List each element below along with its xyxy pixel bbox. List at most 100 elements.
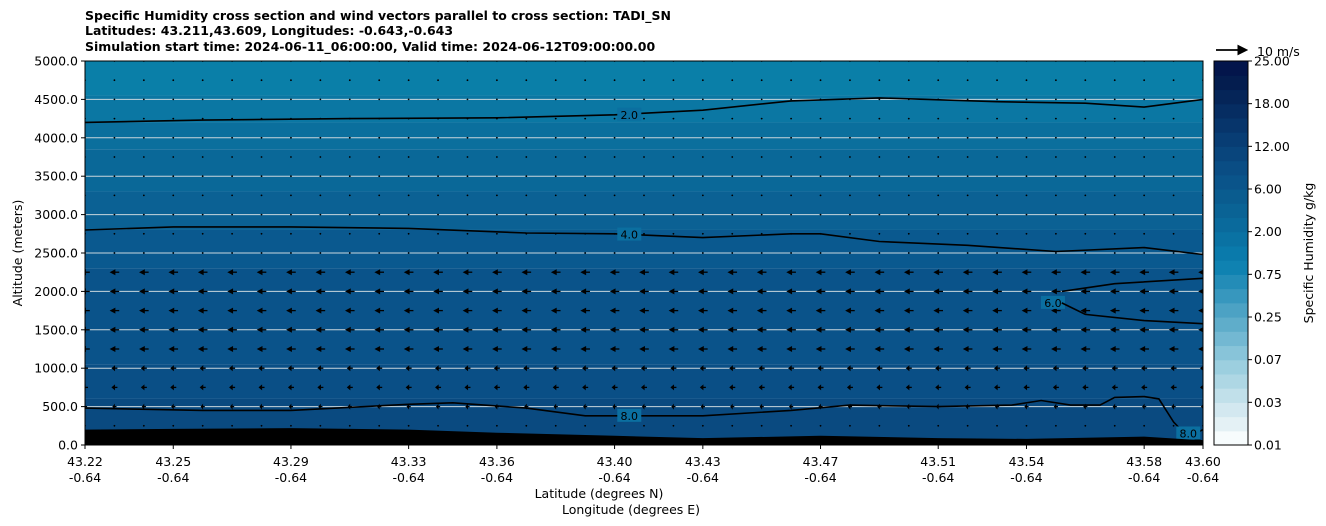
wind-vector: [433, 346, 443, 352]
wind-vector: [1198, 327, 1203, 333]
wind-vector: [1084, 136, 1087, 139]
wind-vector-head: [611, 365, 616, 372]
wind-vector: [639, 288, 649, 295]
wind-vector: [433, 326, 443, 333]
colorbar-swatch: [1214, 75, 1248, 91]
wind-vector: [525, 79, 528, 82]
wind-vector: [1143, 79, 1146, 82]
wind-vector: [344, 326, 355, 333]
wind-vector: [731, 156, 734, 158]
wind-vector-head: [815, 307, 822, 314]
colorbar-swatch: [1214, 103, 1248, 119]
wind-vector: [142, 424, 145, 427]
wind-vector: [1023, 384, 1030, 391]
wind-vector: [142, 98, 145, 101]
wind-vector-head: [1021, 269, 1028, 276]
wind-vector: [1054, 79, 1057, 82]
wind-vector-head: [698, 326, 704, 333]
wind-vector: [731, 136, 734, 139]
wind-vector: [756, 269, 767, 276]
wind-vector: [374, 326, 385, 333]
wind-vector: [378, 232, 381, 235]
wind-vector: [643, 213, 645, 216]
wind-vector: [727, 307, 738, 314]
colorbar-swatch: [1214, 217, 1248, 233]
wind-vector: [580, 307, 590, 314]
wind-vector-head: [727, 307, 734, 314]
wind-vector-head: [609, 346, 616, 352]
wind-vector-head: [964, 365, 969, 372]
wind-vector: [1113, 194, 1116, 197]
wind-vector: [315, 326, 326, 333]
wind-vector: [874, 307, 885, 314]
wind-vector-head: [462, 326, 469, 333]
wind-vector: [903, 288, 914, 295]
colorbar-swatch: [1214, 231, 1248, 247]
wind-vector: [201, 194, 204, 197]
wind-vector: [643, 175, 645, 178]
wind-vector: [168, 326, 179, 333]
wind-vector: [786, 307, 796, 314]
wind-vector-head: [552, 365, 557, 372]
wind-vector: [465, 403, 470, 410]
wind-vector-head: [580, 346, 587, 352]
wind-vector-head: [845, 346, 851, 352]
wind-vector-head: [1112, 403, 1116, 410]
wind-vector: [996, 424, 998, 427]
wind-vector-head: [962, 307, 969, 314]
wind-vector: [378, 156, 381, 158]
wind-vector: [403, 269, 414, 276]
wind-vector-head: [403, 346, 410, 352]
wind-vector: [819, 252, 822, 254]
colorbar-swatch: [1214, 288, 1248, 304]
wind-vector: [407, 156, 410, 158]
wind-vector: [495, 232, 498, 235]
wind-vector: [1139, 326, 1149, 333]
wind-vector: [256, 307, 267, 314]
x-tick-label-lat: 43.36: [479, 454, 515, 469]
wind-vector: [142, 232, 145, 235]
wind-vector: [199, 384, 206, 391]
wind-vector: [1141, 365, 1148, 372]
wind-vector-head: [435, 365, 439, 372]
wind-vector-head: [874, 326, 881, 333]
wind-vector-head: [376, 384, 380, 391]
wind-reference-key: 10 m/s: [1216, 44, 1300, 59]
wind-vector-head: [580, 288, 587, 295]
wind-vector-head: [580, 307, 587, 314]
y-tick-label: 4000.0: [34, 130, 78, 145]
wind-vector-head: [758, 365, 763, 372]
wind-vector: [407, 79, 410, 82]
wind-vector: [878, 98, 881, 101]
wind-vector: [672, 79, 675, 82]
wind-vector: [786, 326, 796, 333]
wind-vector: [227, 346, 237, 352]
wind-vector: [613, 136, 616, 139]
wind-vector: [1109, 326, 1120, 333]
contour-line: [1061, 277, 1203, 293]
wind-vector: [1021, 326, 1032, 333]
wind-vector: [849, 136, 851, 139]
colorbar-tick-label: 18.00: [1254, 96, 1290, 111]
wind-vector: [933, 269, 944, 276]
humidity-band: [85, 61, 1203, 96]
wind-vector: [727, 326, 738, 333]
wind-vector: [109, 288, 120, 295]
wind-vector-head: [199, 365, 204, 372]
wind-vector: [1084, 98, 1087, 101]
colorbar-swatch: [1214, 245, 1248, 261]
wind-vector: [348, 252, 351, 254]
wind-vector: [1054, 136, 1057, 139]
wind-vector-head: [700, 403, 704, 410]
wind-vector: [905, 365, 912, 372]
wind-vector: [790, 252, 793, 254]
wind-vector-head: [1142, 403, 1145, 410]
wind-vector-head: [1200, 404, 1203, 410]
wind-vector: [760, 117, 763, 120]
wind-vector: [290, 98, 292, 101]
wind-vector: [1172, 117, 1175, 120]
wind-vector: [786, 346, 796, 352]
wind-vector-head: [1082, 365, 1086, 372]
wind-vector-head: [756, 269, 763, 276]
wind-vector-head: [227, 346, 234, 352]
